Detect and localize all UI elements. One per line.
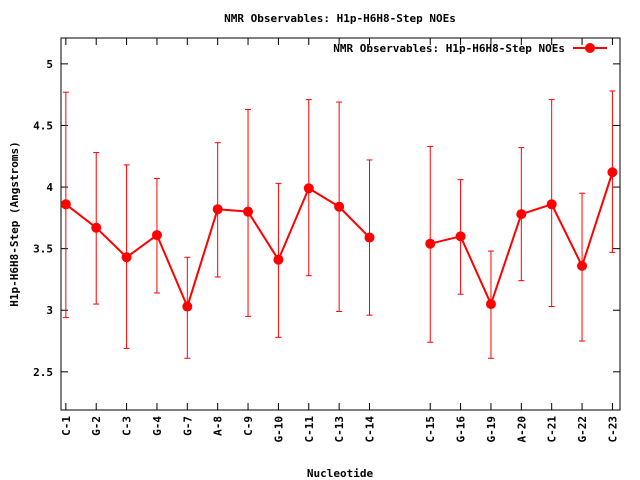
x-tick-label: C-9 xyxy=(242,416,255,436)
series-line-segment xyxy=(521,203,552,216)
data-point xyxy=(516,209,527,220)
data-point xyxy=(121,252,132,263)
series-line-segment xyxy=(217,208,249,213)
data-point xyxy=(425,238,436,249)
x-tick-label: G-10 xyxy=(272,416,285,443)
series-line-segment xyxy=(125,234,158,259)
series-line-segment xyxy=(308,187,340,208)
data-point xyxy=(303,183,314,194)
data-point xyxy=(364,232,375,243)
y-tick-label: 4 xyxy=(46,181,53,194)
legend-label: NMR Observables: H1p-H6H8-Step NOEs xyxy=(333,42,565,55)
series-line-segment xyxy=(459,235,492,305)
y-tick-label: 5 xyxy=(46,58,53,71)
y-tick-label: 2.5 xyxy=(33,366,53,379)
series-line-segment xyxy=(95,226,128,258)
series-line-segment xyxy=(186,208,219,307)
x-tick-label: C-11 xyxy=(303,416,316,443)
series-line-segment xyxy=(429,235,461,245)
x-tick-label: C-1 xyxy=(60,416,73,436)
x-tick-label: G-16 xyxy=(455,416,468,443)
data-point xyxy=(212,204,223,215)
data-point xyxy=(151,230,162,241)
x-tick-label: C-21 xyxy=(546,416,559,443)
x-tick-label: G-22 xyxy=(576,416,589,443)
y-tick-label: 3 xyxy=(46,304,53,317)
data-point xyxy=(60,199,71,210)
series-line-segment xyxy=(550,203,583,267)
data-point xyxy=(455,231,466,242)
plot-frame xyxy=(60,37,621,411)
legend-marker xyxy=(585,43,595,53)
data-point xyxy=(334,201,345,212)
data-point xyxy=(577,260,588,271)
series-line-segment xyxy=(338,206,371,239)
y-tick-label: 3.5 xyxy=(33,243,53,256)
x-tick-label: G-4 xyxy=(151,416,164,436)
data-point xyxy=(182,301,193,312)
y-tick-label: 4.5 xyxy=(33,119,53,132)
series-line-segment xyxy=(490,213,523,305)
x-tick-label: C-14 xyxy=(363,416,376,443)
data-point xyxy=(546,199,557,210)
series-line-segment xyxy=(581,171,614,267)
x-axis-label: Nucleotide xyxy=(307,467,374,480)
data-point xyxy=(485,299,496,310)
y-axis-label: H1p-H6H8-Step (Angstroms) xyxy=(8,141,21,307)
data-point xyxy=(91,222,102,233)
data-point xyxy=(273,254,284,265)
x-tick-label: C-15 xyxy=(424,416,437,443)
x-tick-label: C-13 xyxy=(333,416,346,443)
x-tick-label: G-19 xyxy=(485,416,498,443)
series-line-segment xyxy=(156,234,189,307)
x-tick-label: C-23 xyxy=(606,416,619,443)
x-tick-label: G-2 xyxy=(90,416,103,436)
series-line-segment xyxy=(277,187,310,261)
series-line-segment xyxy=(247,211,280,261)
x-tick-label: G-7 xyxy=(181,416,194,436)
x-tick-label: A-20 xyxy=(515,416,528,443)
data-point xyxy=(607,167,618,178)
data-point xyxy=(243,206,254,217)
x-tick-label: C-3 xyxy=(121,416,134,436)
series-line-segment xyxy=(65,203,97,229)
legend: NMR Observables: H1p-H6H8-Step NOEs xyxy=(333,42,607,55)
x-tick-label: A-8 xyxy=(212,416,225,436)
chart-title: NMR Observables: H1p-H6H8-Step NOEs xyxy=(224,12,456,25)
